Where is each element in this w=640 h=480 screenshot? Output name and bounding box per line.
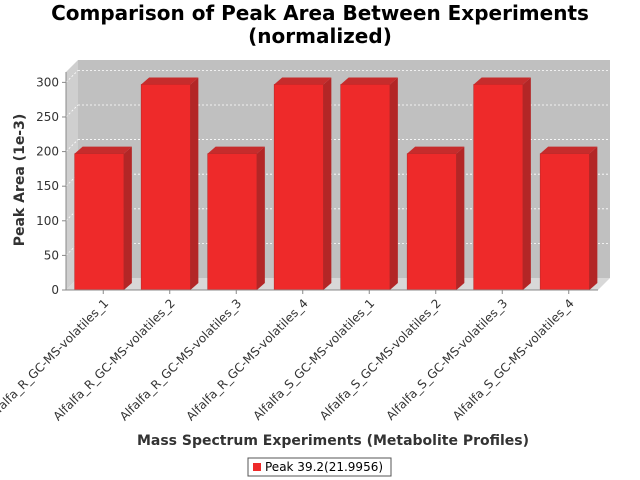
gridline	[65, 243, 79, 256]
x-tick-label: Alfalfa_S_GC-MS-volatiles_2	[317, 296, 444, 423]
bar-front	[473, 84, 524, 291]
chart-title-line-2: (normalized)	[248, 24, 392, 48]
x-tick-label: Alfalfa_R_GC-MS-volatiles_2	[50, 296, 177, 423]
x-tick-label: Alfalfa_R_GC-MS-volatiles_1	[0, 296, 111, 423]
x-tick-label: Alfalfa_R_GC-MS-volatiles_3	[117, 296, 244, 423]
bar-top	[274, 77, 332, 85]
legend-frame	[247, 457, 392, 477]
x-tick-label: Alfalfa_S_GC-MS-volatiles_4	[450, 296, 577, 423]
y-tick-label: 100	[36, 214, 59, 228]
gridline	[65, 173, 79, 187]
y-tick-label: 0	[51, 283, 59, 297]
bar-top	[407, 146, 465, 154]
x-axis: Alfalfa_R_GC-MS-volatiles_1Alfalfa_R_GC-…	[0, 289, 598, 424]
y-tick-label: 250	[36, 110, 59, 124]
bar-side	[256, 146, 265, 290]
bar-top	[340, 77, 398, 85]
bar-side	[522, 77, 531, 290]
x-tick-label: Alfalfa_S_GC-MS-volatiles_1	[250, 296, 377, 423]
bar-side	[389, 77, 398, 290]
y-tick-label: 150	[36, 179, 59, 193]
gridline	[65, 70, 79, 83]
bar-top	[207, 146, 265, 154]
gridline	[65, 104, 79, 118]
x-tick-label: Alfalfa_R_GC-MS-volatiles_4	[183, 296, 310, 423]
bar	[406, 146, 465, 291]
bar	[539, 146, 598, 291]
y-axis-title: Peak Area (1e-3)	[12, 114, 28, 247]
bar-side	[190, 77, 199, 290]
y-tick-label: 300	[36, 75, 59, 89]
legend-label: Peak 39.2(21.9956)	[265, 460, 383, 474]
bar	[140, 77, 199, 291]
bar-side	[456, 146, 465, 290]
gridline	[65, 139, 79, 152]
bar	[74, 146, 132, 291]
bar-side	[123, 146, 132, 290]
gridline	[65, 208, 79, 222]
bars	[74, 77, 598, 291]
bar-front	[539, 153, 590, 291]
bar-front	[273, 84, 324, 291]
x-axis-title: Mass Spectrum Experiments (Metabolite Pr…	[137, 433, 529, 449]
legend[interactable]: Peak 39.2(21.9956)	[247, 457, 392, 477]
y-tick-label: 50	[44, 248, 59, 262]
bar-top	[473, 77, 531, 85]
bar	[207, 146, 265, 291]
bar-side	[323, 77, 332, 290]
bar-top	[141, 77, 199, 85]
bar-front	[74, 153, 125, 291]
bar-front	[340, 84, 391, 291]
bar-top	[74, 146, 132, 154]
bar-front	[140, 84, 191, 291]
bar-side	[589, 146, 598, 290]
y-tick-label: 200	[36, 145, 59, 159]
legend-swatch	[253, 463, 261, 471]
bar	[273, 77, 332, 291]
x-tick-label: Alfalfa_S_GC-MS-volatiles_3	[383, 296, 510, 423]
y-axis: 0 50 100 150 200 250 300	[36, 72, 67, 297]
bar-front	[406, 153, 457, 291]
chart-title: Comparison of Peak Area Between Experime…	[0, 2, 640, 48]
bar-front	[207, 153, 258, 291]
bar-top	[540, 146, 598, 154]
bar	[473, 77, 531, 291]
bar	[340, 77, 398, 291]
chart-title-line-1: Comparison of Peak Area Between Experime…	[51, 1, 589, 25]
